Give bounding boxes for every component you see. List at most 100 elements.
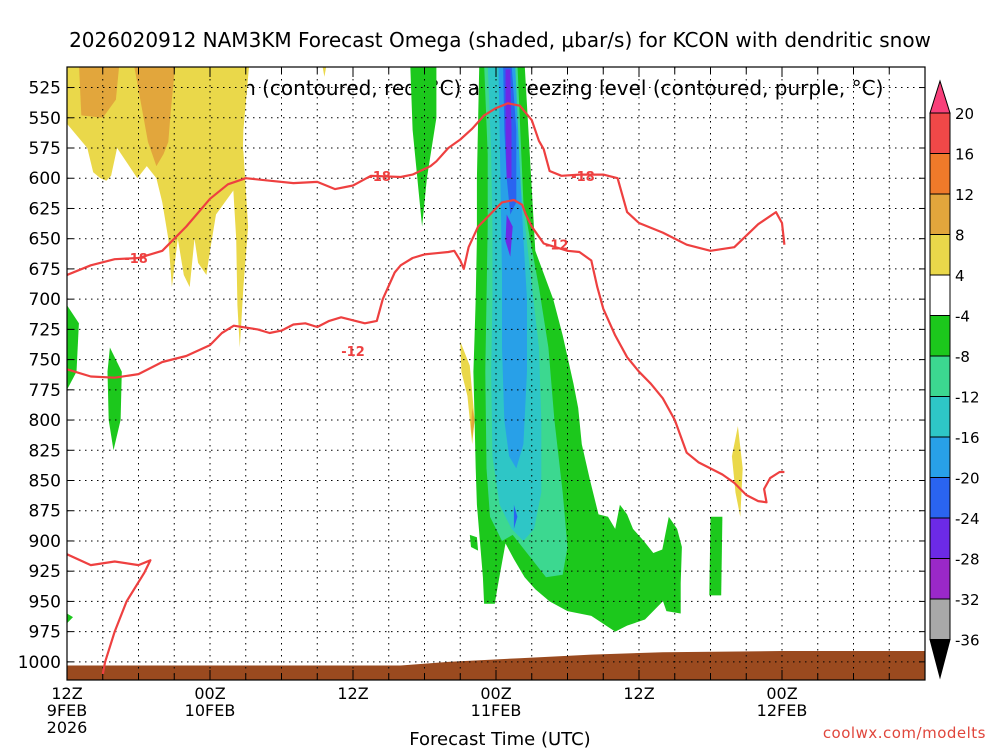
- omega-negative-area: [505, 69, 512, 179]
- omega-negative-area: [469, 534, 479, 551]
- x-tick-label: 00Z: [194, 684, 225, 703]
- colorbar-segment: [929, 477, 951, 519]
- omega-positive-area: [322, 67, 327, 77]
- colorbar-label: -36: [955, 632, 980, 650]
- colorbar-label: -32: [955, 591, 980, 609]
- ground-area: [67, 651, 925, 680]
- x-tick-label: 12FEB: [757, 701, 808, 720]
- colorbar-label: -20: [955, 470, 980, 488]
- omega-negative-area: [67, 613, 73, 624]
- omega-positive-area: [731, 426, 743, 517]
- omega-negative-area: [410, 67, 437, 227]
- y-tick-label: 550: [29, 109, 61, 129]
- colorbar-segment: [929, 274, 951, 316]
- colorbar-segment: [929, 558, 951, 600]
- y-tick-label: 675: [29, 260, 61, 280]
- colorbar-label: -4: [955, 308, 970, 326]
- omega-positive-area: [471, 408, 475, 439]
- y-tick-label: 625: [29, 199, 61, 219]
- contour-label: -18: [571, 170, 595, 185]
- source-credit: coolwx.com/modelts: [822, 724, 986, 742]
- omega-negative-area: [513, 504, 518, 529]
- y-tick-label: 575: [29, 139, 61, 159]
- x-tick-label: 12Z: [623, 684, 654, 703]
- omega-shading: [67, 67, 743, 632]
- colorbar-segment: [929, 355, 951, 397]
- x-tick-label: 12Z: [337, 684, 368, 703]
- y-tick-label: 775: [29, 381, 61, 401]
- colorbar-label: -24: [955, 510, 980, 528]
- x-tick-label: 00Z: [480, 684, 511, 703]
- omega-positive-area: [232, 129, 249, 348]
- contour-line: [67, 198, 785, 504]
- contour-line: [67, 102, 786, 277]
- colorbar-bottom-arrow: [929, 639, 951, 680]
- colorbar-label: -12: [955, 389, 980, 407]
- y-tick-label: 975: [29, 623, 61, 643]
- colorbar-label: 4: [955, 267, 965, 285]
- colorbar-label: 16: [955, 146, 974, 164]
- omega-positive-area: [79, 67, 120, 118]
- x-tick-label: 9FEB: [47, 701, 87, 720]
- colorbar-segment: [929, 598, 951, 640]
- colorbar-segment: [929, 193, 951, 235]
- contour-label: -12: [545, 239, 569, 254]
- colorbar-segment: [929, 234, 951, 276]
- colorbar-label: 12: [955, 186, 974, 204]
- omega-negative-area: [656, 516, 682, 614]
- x-axis-label: Forecast Time (UTC): [409, 729, 591, 750]
- colorbar-segment: [929, 153, 951, 195]
- colorbar-label: 20: [955, 105, 974, 123]
- temperature-contours: [67, 102, 786, 675]
- contour-line: [67, 553, 152, 675]
- omega-positive-area: [134, 67, 176, 167]
- title-line-1: 2026020912 NAM3KM Forecast Omega (shaded…: [69, 28, 931, 52]
- colorbar-segment: [929, 436, 951, 478]
- x-tick-label: 10FEB: [185, 701, 236, 720]
- colorbar-label: 8: [955, 227, 965, 245]
- y-tick-label: 925: [29, 562, 61, 582]
- y-tick-label: 650: [29, 230, 61, 250]
- omega-negative-area: [67, 305, 79, 390]
- colorbar-segment: [929, 315, 951, 357]
- y-tick-label: 1000: [18, 653, 61, 673]
- colorbar-label: -28: [955, 551, 980, 569]
- colorbar-top-arrow: [929, 79, 951, 114]
- omega-negative-area: [498, 67, 527, 469]
- y-tick-label: 725: [29, 320, 61, 340]
- grid-lines: [67, 67, 925, 680]
- contour-label: -18: [124, 252, 148, 267]
- contour-labels: -18 -18 -18 -12 -12: [124, 170, 594, 360]
- omega-negative-area: [505, 214, 513, 257]
- omega-negative-area: [709, 516, 723, 596]
- omega-positive-area: [67, 67, 249, 288]
- y-tick-label: 600: [29, 169, 61, 189]
- colorbar-label: -8: [955, 348, 970, 366]
- y-axis: 525 550 575 600 625 650 675 700 725 750 775 800 825 8…: [18, 79, 925, 673]
- x-tick-label: 12Z: [51, 684, 82, 703]
- colorbar-segment: [929, 112, 951, 154]
- y-tick-label: 875: [29, 502, 61, 522]
- contour-label: -12: [341, 345, 365, 360]
- ground-terrain: [67, 651, 925, 680]
- omega-positive-area: [460, 341, 475, 445]
- x-tick-label: 00Z: [766, 684, 797, 703]
- colorbar-segment: [929, 396, 951, 438]
- omega-negative-area: [107, 347, 122, 451]
- y-tick-label: 950: [29, 592, 61, 612]
- y-tick-label: 900: [29, 532, 61, 552]
- contour-label: -18: [367, 170, 391, 185]
- y-tick-label: 825: [29, 441, 61, 461]
- y-tick-label: 800: [29, 411, 61, 431]
- x-tick-label: 11FEB: [471, 701, 522, 720]
- colorbar-label: -16: [955, 429, 980, 447]
- y-tick-label: 525: [29, 79, 61, 99]
- x-tick-label: 2026: [47, 718, 88, 737]
- y-tick-label: 700: [29, 290, 61, 310]
- y-tick-label: 850: [29, 472, 61, 492]
- colorbar-segment: [929, 517, 951, 559]
- colorbar: 20 16 12 8 4 -4 -8 -12 -16 -20 -24 -28 -32 -36: [929, 79, 980, 680]
- y-tick-label: 750: [29, 351, 61, 371]
